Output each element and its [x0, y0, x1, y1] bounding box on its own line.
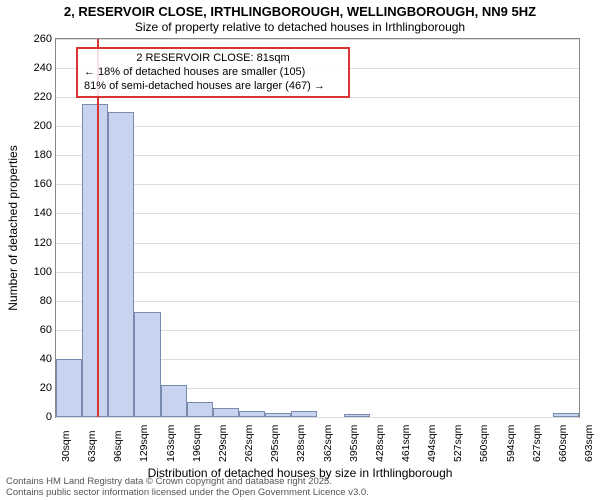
- x-tick-label: 196sqm: [191, 425, 203, 462]
- x-tick-label: 229sqm: [217, 425, 229, 462]
- x-tick-label: 560sqm: [478, 425, 490, 462]
- y-tick-label: 20: [12, 382, 52, 394]
- callout-line: ← 18% of detached houses are smaller (10…: [84, 66, 342, 80]
- y-tick-label: 180: [12, 149, 52, 161]
- gridline: [56, 243, 579, 244]
- y-tick-label: 60: [12, 324, 52, 336]
- x-tick-label: 494sqm: [426, 425, 438, 462]
- x-tick-label: 328sqm: [295, 425, 307, 462]
- histogram-bar: [82, 104, 108, 417]
- histogram-bar: [239, 411, 265, 417]
- footer-credits: Contains HM Land Registry data © Crown c…: [6, 477, 369, 498]
- y-tick-label: 240: [12, 62, 52, 74]
- y-tick-label: 120: [12, 237, 52, 249]
- histogram-bar: [56, 359, 82, 417]
- histogram-bar: [344, 414, 370, 417]
- gridline: [56, 417, 579, 418]
- x-tick-label: 63sqm: [86, 430, 98, 462]
- histogram-bar: [161, 385, 187, 417]
- y-tick-label: 40: [12, 353, 52, 365]
- x-tick-label: 594sqm: [505, 425, 517, 462]
- gridline: [56, 155, 579, 156]
- chart-title-main: 2, RESERVOIR CLOSE, IRTHLINGBOROUGH, WEL…: [0, 4, 600, 19]
- footer-line1: Contains HM Land Registry data © Crown c…: [6, 477, 369, 487]
- gridline: [56, 126, 579, 127]
- histogram-bar: [134, 312, 160, 417]
- x-tick-label: 660sqm: [557, 425, 569, 462]
- gridline: [56, 184, 579, 185]
- gridline: [56, 39, 579, 40]
- x-tick-label: 295sqm: [269, 425, 281, 462]
- y-tick-label: 100: [12, 266, 52, 278]
- gridline: [56, 272, 579, 273]
- footer-line2: Contains public sector information licen…: [6, 488, 369, 498]
- gridline: [56, 301, 579, 302]
- x-tick-label: 362sqm: [322, 425, 334, 462]
- x-tick-label: 428sqm: [374, 425, 386, 462]
- x-tick-label: 627sqm: [531, 425, 543, 462]
- histogram-bar: [187, 402, 213, 417]
- x-tick-label: 163sqm: [165, 425, 177, 462]
- histogram-bar: [108, 112, 134, 417]
- x-tick-label: 527sqm: [452, 425, 464, 462]
- x-tick-label: 30sqm: [60, 430, 72, 462]
- histogram-bar: [213, 408, 239, 417]
- x-tick-label: 96sqm: [112, 430, 124, 462]
- x-tick-label: 129sqm: [138, 425, 150, 462]
- histogram-bar: [265, 413, 291, 417]
- callout-line: 81% of semi-detached houses are larger (…: [84, 80, 342, 94]
- y-axis-label: Number of detached properties: [6, 145, 20, 310]
- y-tick-label: 220: [12, 91, 52, 103]
- y-tick-label: 80: [12, 295, 52, 307]
- y-tick-label: 200: [12, 120, 52, 132]
- plot-area: 2 RESERVOIR CLOSE: 81sqm← 18% of detache…: [55, 38, 580, 418]
- callout-box: 2 RESERVOIR CLOSE: 81sqm← 18% of detache…: [76, 47, 350, 98]
- gridline: [56, 213, 579, 214]
- chart-container: 2, RESERVOIR CLOSE, IRTHLINGBOROUGH, WEL…: [0, 0, 600, 500]
- y-tick-label: 140: [12, 207, 52, 219]
- callout-line: 2 RESERVOIR CLOSE: 81sqm: [84, 52, 342, 66]
- histogram-bar: [553, 413, 579, 417]
- x-tick-label: 262sqm: [243, 425, 255, 462]
- y-tick-label: 160: [12, 178, 52, 190]
- chart-title-sub: Size of property relative to detached ho…: [0, 20, 600, 34]
- y-tick-label: 0: [12, 411, 52, 423]
- y-tick-label: 260: [12, 33, 52, 45]
- x-tick-label: 693sqm: [583, 425, 595, 462]
- histogram-bar: [291, 411, 317, 417]
- x-tick-label: 395sqm: [348, 425, 360, 462]
- x-tick-label: 461sqm: [400, 425, 412, 462]
